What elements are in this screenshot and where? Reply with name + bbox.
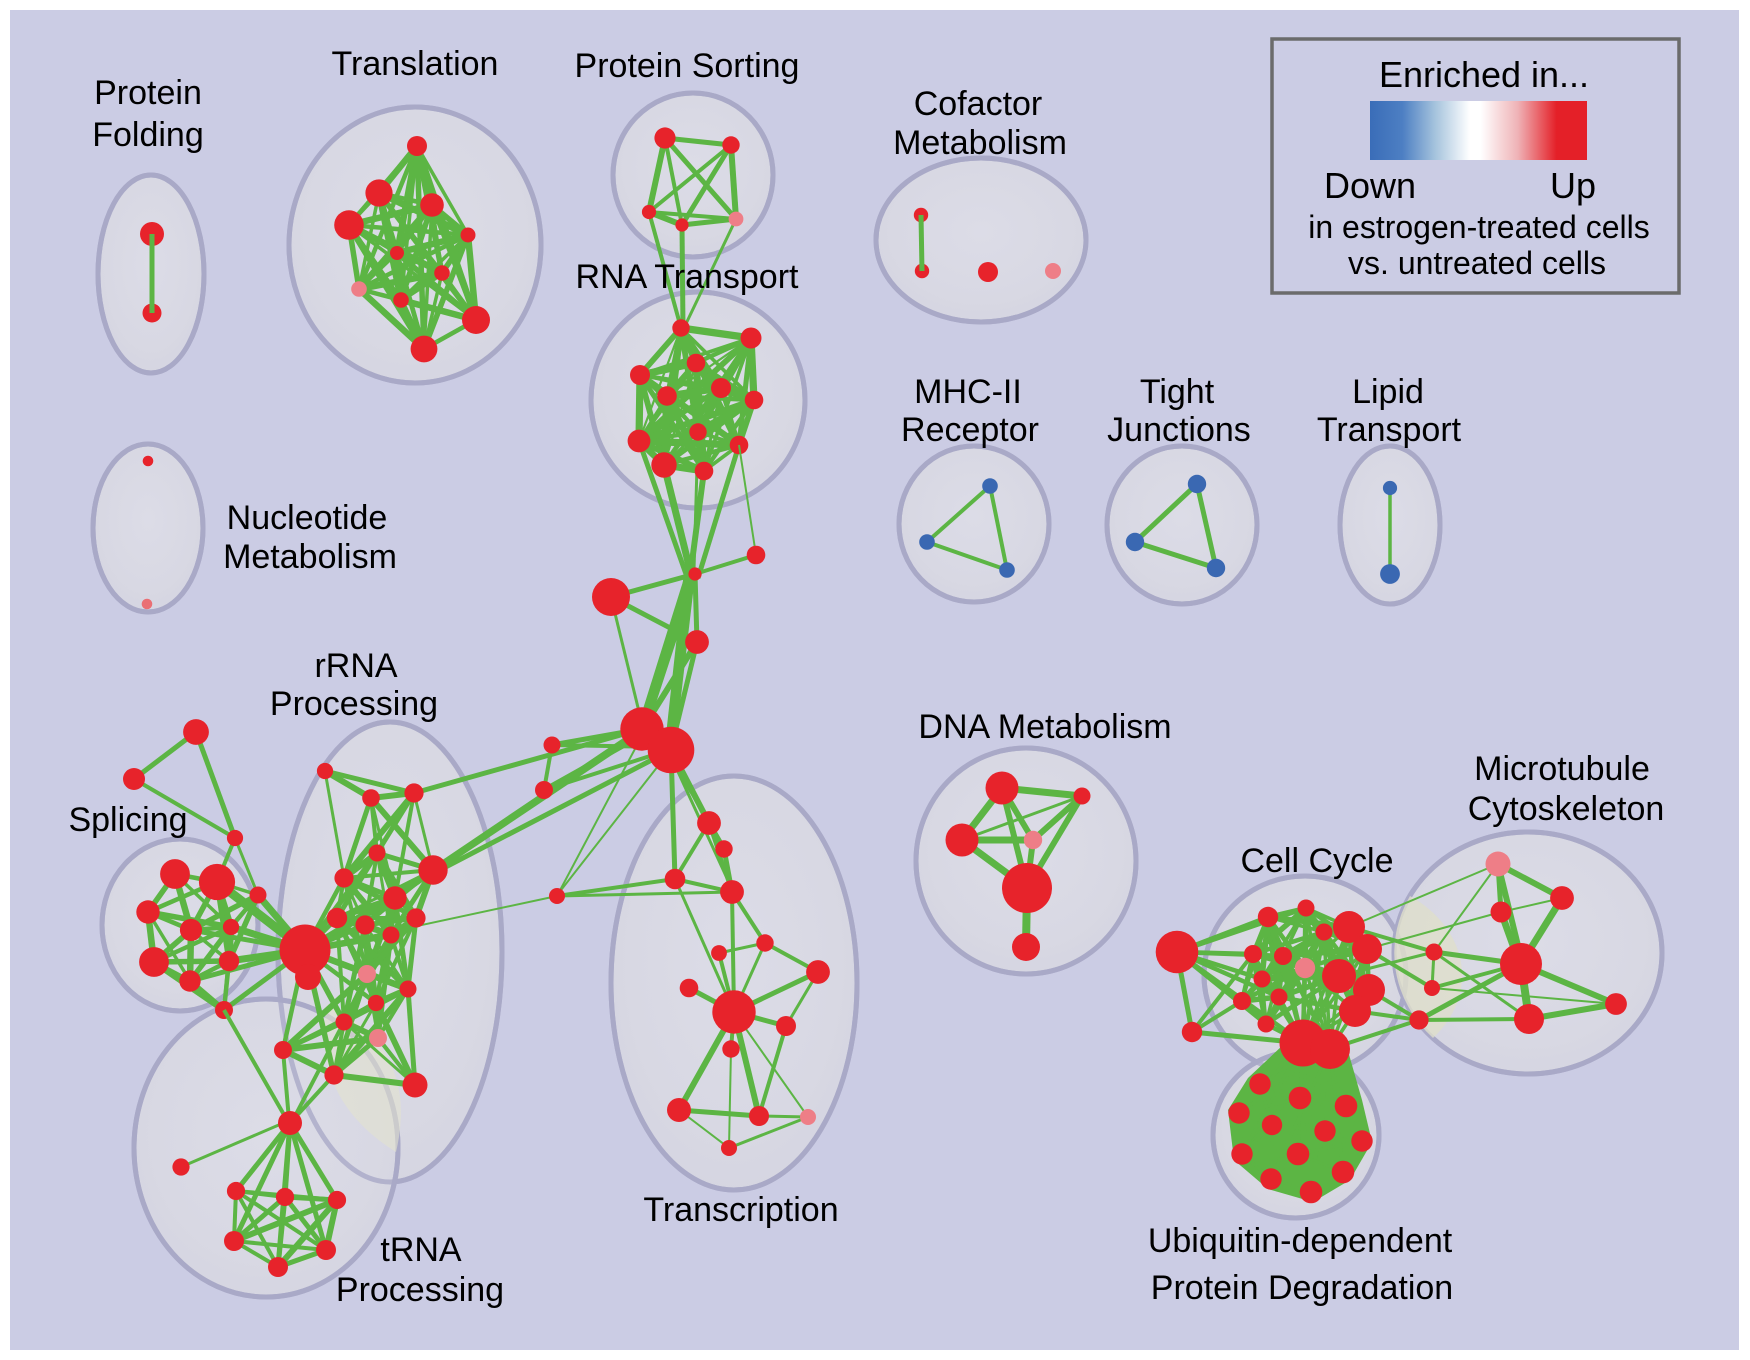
- svg-text:Folding: Folding: [92, 116, 204, 154]
- svg-text:Cytoskeleton: Cytoskeleton: [1468, 790, 1665, 828]
- svg-text:Translation: Translation: [332, 45, 499, 83]
- svg-text:Transport: Transport: [1317, 411, 1462, 449]
- svg-text:RNA Transport: RNA Transport: [576, 258, 800, 296]
- svg-text:Transcription: Transcription: [643, 1191, 838, 1229]
- svg-text:Metabolism: Metabolism: [223, 538, 397, 576]
- svg-text:Protein Sorting: Protein Sorting: [575, 47, 800, 85]
- svg-text:tRNA: tRNA: [380, 1231, 462, 1269]
- svg-text:Tight: Tight: [1140, 373, 1215, 411]
- svg-text:Cell Cycle: Cell Cycle: [1240, 842, 1393, 880]
- svg-text:Nucleotide: Nucleotide: [227, 499, 388, 537]
- svg-text:Metabolism: Metabolism: [893, 124, 1067, 162]
- svg-text:Lipid: Lipid: [1352, 373, 1424, 411]
- svg-text:Processing: Processing: [336, 1271, 504, 1309]
- svg-text:in estrogen-treated cells: in estrogen-treated cells: [1308, 209, 1650, 245]
- svg-text:Up: Up: [1550, 165, 1596, 206]
- svg-text:Down: Down: [1324, 165, 1416, 206]
- svg-text:Ubiquitin-dependent: Ubiquitin-dependent: [1148, 1222, 1453, 1260]
- svg-text:Protein Degradation: Protein Degradation: [1151, 1269, 1453, 1307]
- svg-text:Cofactor: Cofactor: [914, 85, 1043, 123]
- svg-text:Enriched in...: Enriched in...: [1379, 54, 1589, 95]
- svg-text:Processing: Processing: [270, 685, 438, 723]
- svg-text:Protein: Protein: [94, 74, 202, 112]
- svg-text:DNA Metabolism: DNA Metabolism: [918, 708, 1171, 746]
- svg-text:Junctions: Junctions: [1107, 411, 1251, 449]
- svg-text:rRNA: rRNA: [314, 647, 397, 685]
- svg-text:Receptor: Receptor: [901, 411, 1039, 449]
- svg-text:Splicing: Splicing: [68, 801, 187, 839]
- svg-text:MHC-II: MHC-II: [914, 373, 1022, 411]
- svg-text:vs. untreated cells: vs. untreated cells: [1348, 245, 1606, 281]
- svg-text:Microtubule: Microtubule: [1474, 750, 1650, 788]
